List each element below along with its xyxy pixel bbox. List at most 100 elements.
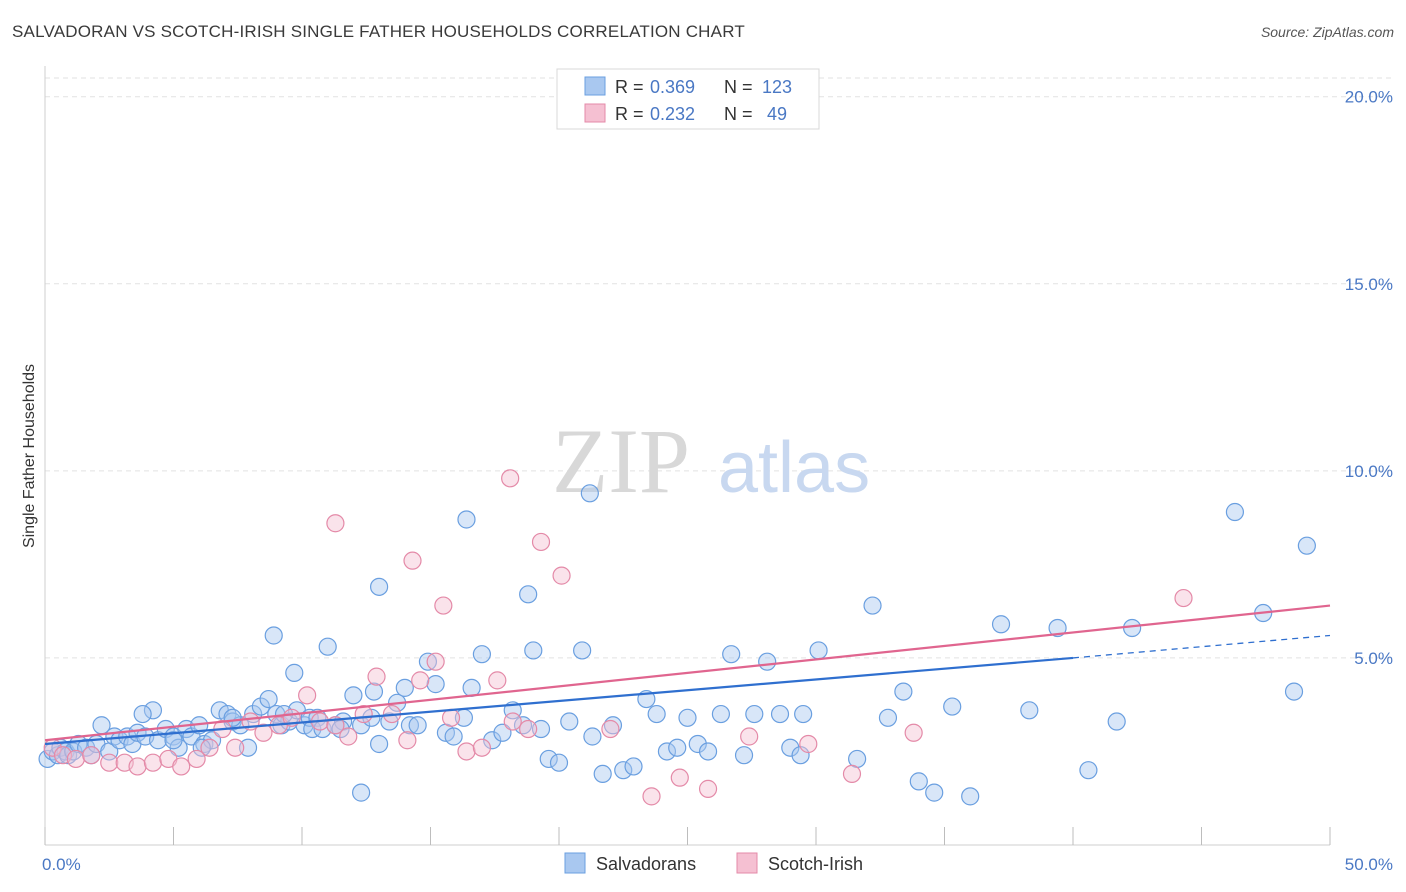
legend-top-swatch-blue <box>584 76 606 96</box>
legend-top-r-label-pink: R = <box>615 104 644 124</box>
scotch-irish-point <box>367 667 386 686</box>
salvadorans-point <box>794 704 813 724</box>
salvadorans-point <box>238 738 258 757</box>
salvadorans-point <box>560 712 579 731</box>
scotch-irish-point <box>457 742 476 761</box>
salvadorans-point <box>483 731 502 750</box>
salvadorans-point <box>878 708 898 727</box>
salvadorans-point <box>734 746 754 765</box>
scotch-irish-point <box>1174 588 1193 608</box>
salvadorans-point <box>259 689 278 709</box>
scotch-irish-point <box>226 738 245 757</box>
axes <box>44 66 1331 846</box>
salvadorans-point <box>781 738 800 757</box>
salvadorans-point <box>961 787 980 806</box>
legend-top-r-value-blue: 0.369 <box>650 77 695 97</box>
scotch-irish-point <box>670 768 689 787</box>
scotch-irish-point <box>326 514 345 533</box>
salvadorans-point <box>352 783 371 802</box>
grid-lines <box>45 77 1393 659</box>
salvadorans-point <box>580 484 599 503</box>
salvadorans-point <box>395 678 414 697</box>
salvadorans-point <box>1079 761 1098 780</box>
salvadorans-point <box>583 727 602 746</box>
legend-top-r-value-pink: 0.232 <box>650 104 695 124</box>
scotch-irish-point <box>172 757 191 776</box>
legend-top: R = 0.369 N = 123 R = 0.232 N = 49 <box>556 68 820 130</box>
legend-top-swatch-pink <box>584 103 606 123</box>
salvadorans-point <box>745 704 764 724</box>
watermark-zip: ZIP <box>552 410 690 512</box>
x-tick-label: 0.0% <box>42 855 81 874</box>
source-label: Source: ZipAtlas.com <box>1260 24 1394 40</box>
legend-bottom: Salvadorans Scotch-Irish <box>564 852 863 874</box>
salvadorans-point <box>344 686 363 705</box>
salvadorans-trend-line <box>44 656 1074 746</box>
salvadorans-point <box>539 749 558 769</box>
salvadorans-point <box>380 712 399 731</box>
salvadorans-point <box>925 783 944 802</box>
salvadorans-point <box>202 731 222 750</box>
scotch-irish-point <box>200 738 219 757</box>
scotch-irish-point <box>82 746 101 765</box>
salvadorans-point <box>264 626 283 645</box>
scotch-irish-point <box>698 779 718 798</box>
salvadorans-point <box>318 637 337 656</box>
scotch-irish-point <box>904 723 923 742</box>
salvadorans-point <box>668 738 687 757</box>
salvadorans-point <box>400 716 420 735</box>
trend-lines <box>44 604 1331 746</box>
y-tick-label: 20.0% <box>1345 88 1393 107</box>
scotch-irish-point <box>66 749 85 769</box>
salvadorans-point <box>364 682 384 701</box>
salvadorans-point <box>370 577 389 596</box>
scotch-irish-point <box>411 671 430 690</box>
legend-top-n-value-pink: 49 <box>762 104 787 124</box>
salvadorans-point <box>711 704 731 724</box>
salvadorans-point <box>370 734 389 754</box>
salvadorans-point <box>1107 712 1126 731</box>
scotch-irish-point <box>531 532 551 552</box>
salvadorans-point <box>426 675 445 694</box>
salvadorans-point <box>863 596 882 615</box>
y-tick-label: 15.0% <box>1345 275 1393 294</box>
scotch-irish-point <box>642 787 661 806</box>
salvadorans-point <box>1284 682 1304 701</box>
salvadorans-point <box>444 727 463 746</box>
salvadorans-point <box>624 757 643 776</box>
tick-labels: 5.0% 10.0% 15.0% 20.0% 0.0% 50.0% <box>42 88 1393 874</box>
scotch-irish-point <box>519 719 538 739</box>
scotch-irish-point <box>842 764 862 784</box>
salvadorans-point <box>909 772 928 791</box>
salvadorans-point <box>251 697 270 716</box>
scotch-irish-point <box>488 671 507 690</box>
salvadorans-point <box>1048 618 1067 638</box>
scotch-irish-point <box>501 469 520 488</box>
salvadorans-point <box>1297 536 1316 555</box>
salvadorans-point <box>894 682 913 701</box>
salvadorans-point <box>657 742 677 761</box>
y-tick-label: 5.0% <box>1354 649 1393 668</box>
salvadorans-point <box>678 708 697 727</box>
salvadorans-point <box>1020 701 1039 720</box>
salvadorans-point <box>943 697 962 716</box>
scotch-irish-point <box>601 719 620 739</box>
salvadorans-point <box>133 704 152 724</box>
legend-bottom-label-blue: Salvadorans <box>596 854 696 874</box>
salvadorans-point <box>192 738 211 757</box>
salvadorans-point <box>573 641 592 660</box>
salvadorans-point <box>164 731 183 750</box>
scotch-irish-point <box>403 551 422 570</box>
y-tick-label: 10.0% <box>1345 462 1393 481</box>
scotch-irish-point <box>143 753 163 772</box>
salvadorans-point <box>991 615 1011 634</box>
salvadorans-point <box>770 704 790 724</box>
scotch-irish-trend-line <box>44 604 1331 742</box>
scotch-irish-point <box>552 566 571 585</box>
legend-bottom-swatch-blue <box>564 852 586 874</box>
salvadorans-point <box>457 510 476 529</box>
salvadorans-point <box>493 723 512 742</box>
scotch-irish-point <box>398 731 417 750</box>
chart-title: SALVADORAN VS SCOTCH-IRISH SINGLE FATHER… <box>12 22 745 41</box>
